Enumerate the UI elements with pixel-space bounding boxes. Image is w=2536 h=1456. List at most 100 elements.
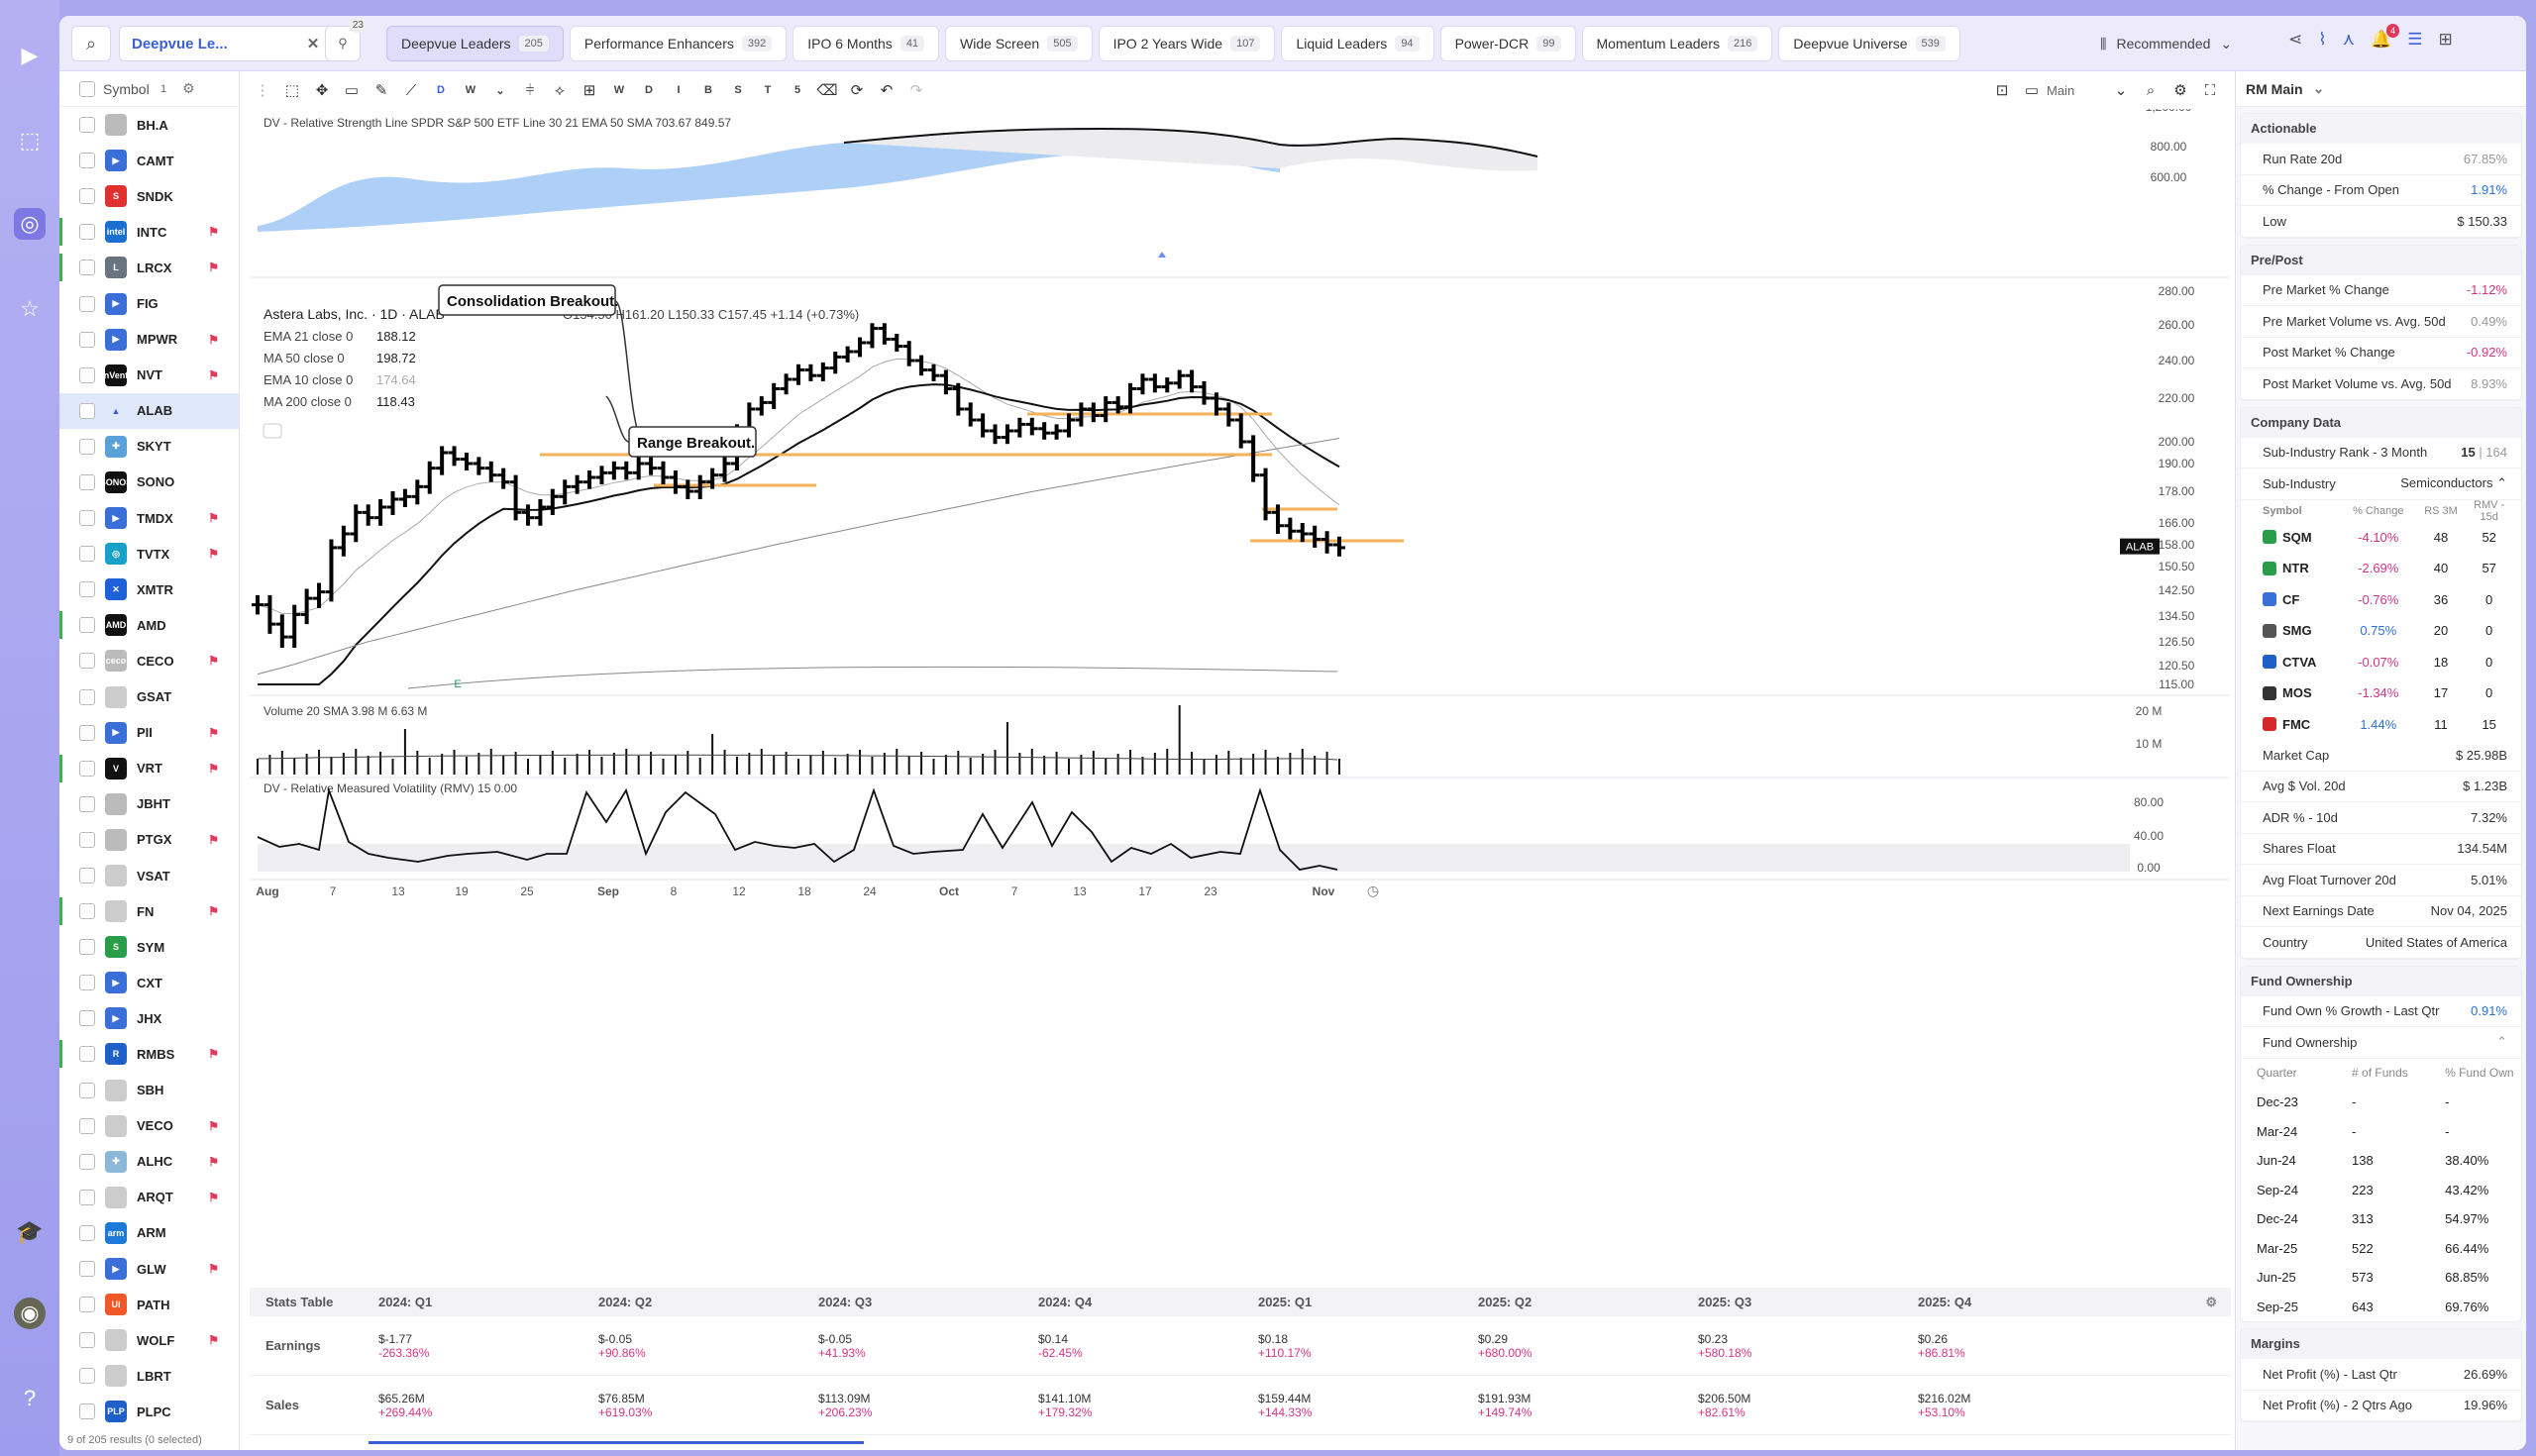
watchlist-row[interactable]: ceco CECO ⚑ — [59, 643, 239, 678]
line-tool-icon[interactable]: ⟋ — [405, 81, 417, 99]
row-checkbox[interactable] — [79, 546, 95, 563]
bars-icon[interactable]: ⫩ — [525, 81, 535, 99]
indicator-icon[interactable]: ⟡ — [555, 81, 565, 99]
fund-ownership-toggle[interactable]: Fund Ownership ⌃ — [2241, 1027, 2521, 1059]
list-view-icon[interactable]: ☰ — [2407, 30, 2423, 49]
timeframe-w[interactable]: W — [465, 84, 476, 96]
drag-handle-icon[interactable]: ⋮ — [255, 82, 270, 99]
watchlist-row[interactable]: AMD AMD — [59, 607, 239, 643]
flag-icon[interactable]: ⚑ — [208, 725, 219, 740]
row-checkbox[interactable] — [79, 760, 95, 777]
filter-icon[interactable]: ⚲ 23 — [325, 18, 368, 61]
chart-view-icon[interactable]: ⌇ — [2318, 30, 2327, 49]
comment-icon[interactable]: ▭ — [344, 82, 360, 99]
help-icon[interactable]: ? — [23, 1386, 37, 1410]
interval-1[interactable]: D — [645, 84, 653, 96]
row-checkbox[interactable] — [79, 153, 95, 169]
interval-3[interactable]: B — [704, 84, 712, 96]
search-icon[interactable]: ⌕ — [71, 26, 111, 61]
flag-icon[interactable]: ⚑ — [208, 332, 219, 347]
scan-icon[interactable]: ⋏ — [2342, 30, 2356, 49]
tab-0[interactable]: Deepvue Leaders 205 — [386, 26, 564, 61]
layout-icon[interactable]: ⊞ — [582, 82, 596, 99]
timeframe-d[interactable]: D — [437, 84, 445, 96]
row-checkbox[interactable] — [79, 295, 95, 312]
chart-area[interactable]: 1,200.00 800.00 600.00 DV - Relative Streng… — [250, 100, 2229, 1294]
eraser-icon[interactable]: ⌫ — [816, 82, 838, 99]
row-checkbox[interactable] — [79, 1261, 95, 1278]
peer-row[interactable]: CTVA -0.07% 18 0 — [2241, 647, 2521, 678]
flag-icon[interactable]: ⚑ — [208, 225, 219, 240]
peer-row[interactable]: CF -0.76% 36 0 — [2241, 584, 2521, 616]
row-checkbox[interactable] — [79, 1046, 95, 1063]
row-checkbox[interactable] — [79, 724, 95, 741]
watchlist-row[interactable]: ▶ TMDX ⚑ — [59, 500, 239, 536]
flag-icon[interactable]: ⚑ — [208, 654, 219, 669]
crosshair-icon[interactable]: ✥ — [315, 82, 329, 99]
row-checkbox[interactable] — [79, 939, 95, 956]
settings-icon[interactable]: ⚙ — [182, 80, 195, 96]
flag-icon[interactable]: ⚑ — [208, 904, 219, 919]
row-checkbox[interactable] — [79, 1332, 95, 1349]
row-checkbox[interactable] — [79, 366, 95, 383]
watchlist-row[interactable]: ▶ CAMT — [59, 143, 239, 178]
select-tool-icon[interactable]: ⬚ — [284, 82, 300, 99]
share-icon[interactable]: ⋖ — [2288, 30, 2303, 49]
watchlist-row[interactable]: LBRT — [59, 1358, 239, 1394]
watchlist-row[interactable]: SONOS SONO — [59, 465, 239, 500]
watchlist-row[interactable]: V VRT ⚑ — [59, 751, 239, 786]
tab-1[interactable]: Performance Enhancers 392 — [569, 26, 788, 61]
brush-icon[interactable]: ✎ — [374, 82, 388, 99]
tab-7[interactable]: Momentum Leaders 216 — [1581, 26, 1773, 61]
watchlist-row[interactable]: ▶ MPWR ⚑ — [59, 322, 239, 358]
row-checkbox[interactable] — [79, 1404, 95, 1420]
layout-name[interactable]: Main — [2047, 82, 2075, 98]
watchlist-row[interactable]: PTGX ⚑ — [59, 822, 239, 858]
row-checkbox[interactable] — [79, 438, 95, 455]
watchlist-row[interactable]: BH.A — [59, 107, 239, 143]
peer-row[interactable]: NTR -2.69% 40 57 — [2241, 553, 2521, 584]
flag-icon[interactable]: ⚑ — [208, 832, 219, 847]
folder-icon[interactable]: ▭ — [2024, 82, 2040, 99]
scrollbar[interactable] — [369, 1441, 864, 1444]
watchlist-row[interactable]: ✕ XMTR — [59, 572, 239, 607]
watchlist-row[interactable]: JBHT — [59, 786, 239, 822]
watchlist-row[interactable]: ▶ CXT — [59, 965, 239, 1000]
row-checkbox[interactable] — [79, 117, 95, 134]
watchlist-row[interactable]: ▶ JHX — [59, 1000, 239, 1036]
row-checkbox[interactable] — [79, 1368, 95, 1385]
peer-row[interactable]: FMC 1.44% 11 15 — [2241, 709, 2521, 741]
annotation-box[interactable] — [438, 284, 616, 316]
row-checkbox[interactable] — [79, 510, 95, 527]
watchlist-row[interactable]: nVent NVT ⚑ — [59, 358, 239, 393]
interval-4[interactable]: S — [734, 84, 742, 96]
watchlist-select[interactable]: Deepvue Le... ✕ ⌄ — [119, 26, 349, 61]
watchlist-row[interactable]: ▶ GLW ⚑ — [59, 1251, 239, 1287]
dashboard-icon[interactable]: ⬚ — [19, 128, 41, 153]
row-checkbox[interactable] — [79, 653, 95, 670]
watchlist-row[interactable]: S SYM — [59, 929, 239, 965]
watchlist-row[interactable]: VECO ⚑ — [59, 1108, 239, 1144]
watchlist-row[interactable]: ✚ ALHC ⚑ — [59, 1144, 239, 1180]
flag-icon[interactable]: ⚑ — [208, 1190, 219, 1204]
watchlist-row[interactable]: ◎ TVTX ⚑ — [59, 536, 239, 572]
logo-icon[interactable]: ▶ — [21, 43, 39, 67]
watchlist-row[interactable]: VSAT — [59, 858, 239, 893]
tab-8[interactable]: Deepvue Universe 539 — [1778, 26, 1960, 61]
grid-view-icon[interactable]: ⊞ — [2438, 30, 2453, 49]
row-checkbox[interactable] — [79, 1117, 95, 1134]
row-checkbox[interactable] — [79, 868, 95, 884]
price-chart[interactable]: 1,200.00 800.00 600.00 DV - Relative Streng… — [250, 100, 2229, 1294]
row-checkbox[interactable] — [79, 617, 95, 634]
tab-5[interactable]: Liquid Leaders 94 — [1281, 26, 1434, 61]
watchlist-row[interactable]: GSAT — [59, 679, 239, 715]
gear-icon[interactable]: ⚙ — [2173, 82, 2187, 99]
education-icon[interactable]: 🎓 — [16, 1219, 44, 1244]
row-checkbox[interactable] — [79, 188, 95, 205]
flag-icon[interactable]: ⚑ — [208, 547, 219, 562]
peer-row[interactable]: MOS -1.34% 17 0 — [2241, 677, 2521, 709]
row-checkbox[interactable] — [79, 260, 95, 276]
row-checkbox[interactable] — [79, 1297, 95, 1313]
row-checkbox[interactable] — [79, 402, 95, 419]
star-icon[interactable]: ☆ — [20, 296, 40, 321]
